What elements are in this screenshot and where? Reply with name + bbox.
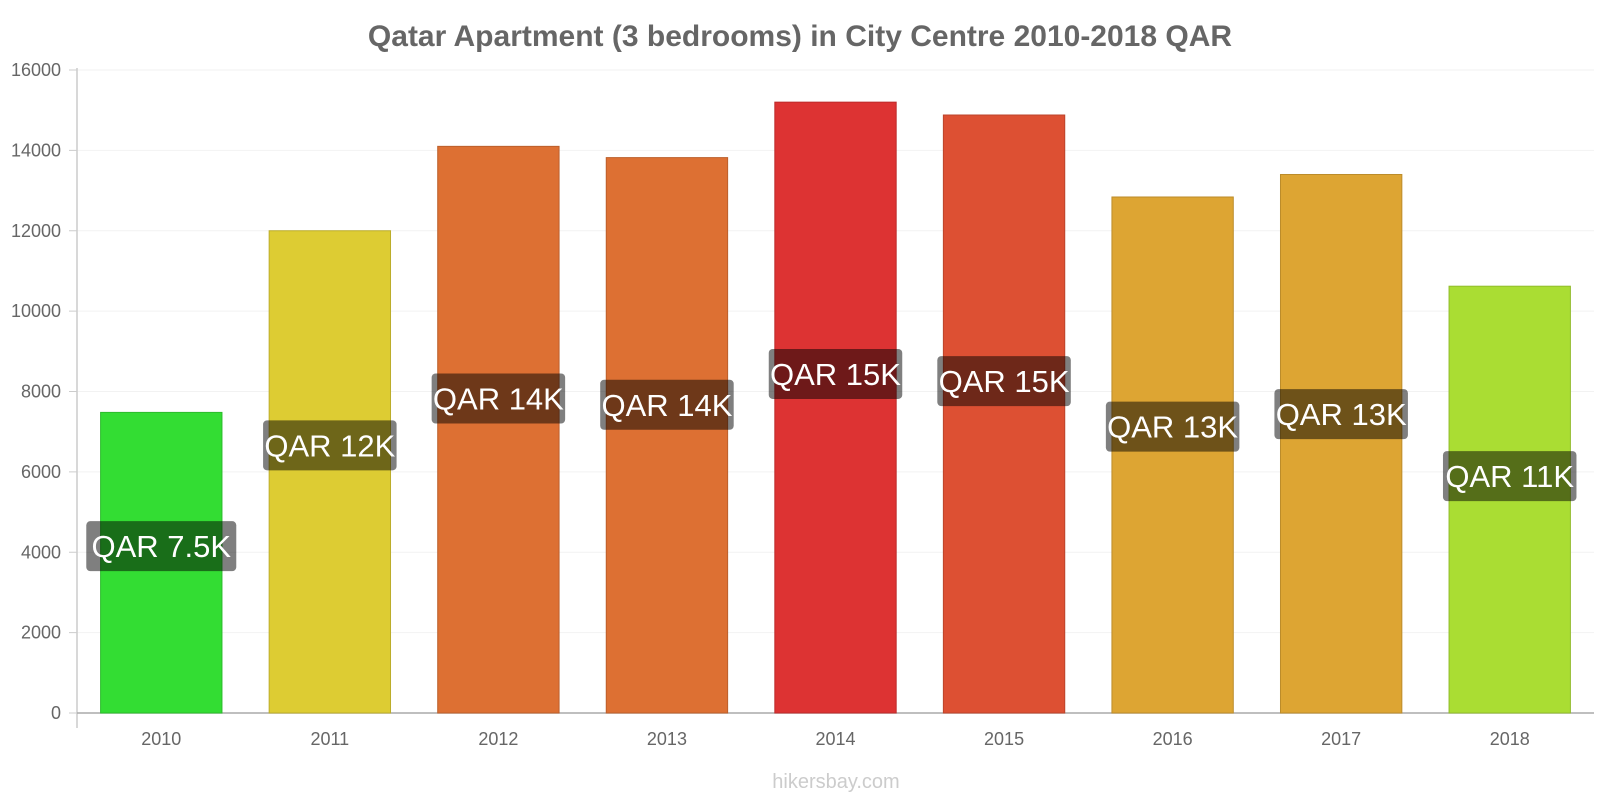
x-tick-labels: 2010 2011 2012 2013 2014 2015 2016 2017 2018 bbox=[141, 729, 1529, 749]
data-label: QAR 15K bbox=[770, 357, 901, 392]
x-tick-label: 2010 bbox=[141, 729, 181, 749]
bar bbox=[1279, 173, 1403, 714]
data-label-background bbox=[937, 356, 1071, 407]
bar bbox=[437, 145, 560, 714]
data-label: QAR 12K bbox=[264, 428, 395, 463]
data-label: QAR 7.5K bbox=[91, 529, 231, 564]
chart-title: Qatar Apartment (3 bedrooms) in City Cen… bbox=[368, 20, 1232, 53]
x-tick-label: 2012 bbox=[478, 729, 518, 749]
data-labels: QAR 7.5K QAR 12K QAR 14K QAR 14K QAR 15K QAR … bbox=[86, 348, 1577, 572]
bar bbox=[1111, 196, 1234, 714]
x-tick-label: 2017 bbox=[1321, 729, 1361, 749]
bars bbox=[100, 101, 1571, 714]
y-tick-label: 4000 bbox=[21, 542, 61, 562]
y-tick-label: 0 bbox=[51, 703, 61, 723]
data-label: QAR 13K bbox=[1276, 397, 1407, 432]
x-tick-label: 2013 bbox=[647, 729, 687, 749]
y-tick-label: 10000 bbox=[11, 301, 61, 321]
data-label-background bbox=[768, 348, 903, 399]
data-label-background bbox=[1274, 389, 1408, 440]
y-tick-label: 6000 bbox=[21, 462, 61, 482]
y-tick-label: 16000 bbox=[11, 60, 61, 80]
y-tick-label: 14000 bbox=[11, 140, 61, 160]
data-label-background bbox=[1105, 401, 1240, 452]
bar bbox=[605, 157, 729, 714]
data-label: QAR 14K bbox=[433, 382, 564, 417]
x-tick-label: 2016 bbox=[1153, 729, 1193, 749]
data-label: QAR 13K bbox=[1107, 410, 1238, 445]
data-label-background bbox=[86, 521, 237, 572]
y-tick-labels: 0 2000 4000 6000 8000 10000 12000 14000 16000 bbox=[11, 60, 77, 723]
data-label-background bbox=[431, 373, 566, 424]
x-tick-label: 2014 bbox=[815, 729, 855, 749]
x-tick-label: 2015 bbox=[984, 729, 1024, 749]
data-label-background bbox=[1442, 451, 1577, 502]
data-label: QAR 14K bbox=[601, 388, 732, 423]
x-tick-label: 2018 bbox=[1490, 729, 1530, 749]
data-label: QAR 15K bbox=[939, 364, 1070, 399]
watermark-text: hikersbay.com bbox=[772, 771, 899, 793]
x-tick-label: 2011 bbox=[310, 729, 349, 749]
y-tick-label: 12000 bbox=[11, 221, 61, 241]
data-label-background bbox=[600, 379, 734, 430]
data-label-background bbox=[263, 420, 397, 471]
bar bbox=[942, 114, 1066, 714]
y-tick-label: 8000 bbox=[21, 382, 61, 402]
y-tick-label: 2000 bbox=[21, 623, 61, 643]
data-label: QAR 11K bbox=[1445, 459, 1574, 494]
bar bbox=[268, 230, 392, 714]
bar bbox=[774, 101, 897, 714]
